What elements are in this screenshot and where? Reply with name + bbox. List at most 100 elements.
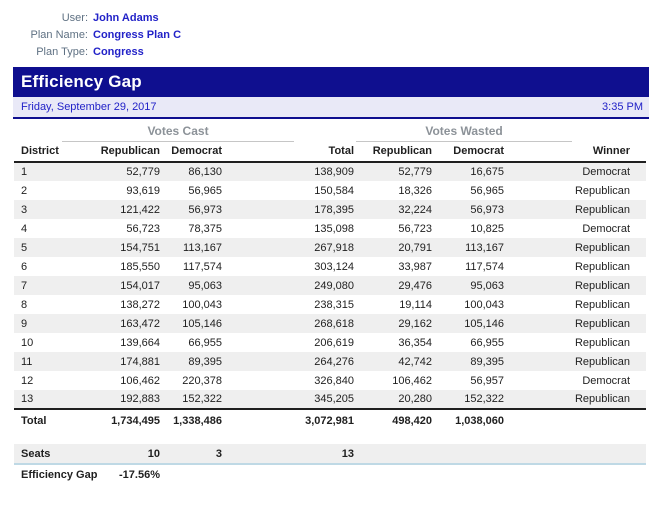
cell-votes-cast-republican: 52,779 (126, 166, 160, 178)
district-row: 8 138,272 100,043 238,315 19,114 100,043 Repub… (14, 295, 646, 314)
cell-votes-wasted-republican: 20,791 (398, 241, 433, 254)
cell-votes-cast-democrat: 56,965 (188, 184, 222, 197)
cell-votes-total: 150,584 (314, 184, 355, 197)
plan-name-label: Plan Name: (30, 29, 88, 41)
district-row: 2 93,619 56,965 150,584 18,326 56,965 Republic… (14, 181, 646, 200)
column-header-row: District Republican Democrat Total Repub… (14, 141, 647, 163)
report-date: Friday, September 29, 2017 (21, 101, 157, 113)
efficiency-gap-table: Votes Cast Votes Wasted District Republi… (14, 121, 647, 431)
seats-republican: 10 (62, 444, 162, 465)
cell-district: 11 (21, 355, 33, 368)
district-row: 1 52,779 86,130 138,909 52,779 16,675 Democrat (14, 162, 647, 181)
cell-district: 1 (21, 166, 28, 178)
cell-spacer (506, 219, 572, 238)
cell-votes-cast-democrat: 89,395 (188, 355, 222, 368)
group-spacer (572, 121, 646, 141)
cell-district: 6 (21, 260, 28, 273)
cell-votes-cast-democrat: 86,130 (188, 166, 222, 178)
votes-wasted-group-header: Votes Wasted (356, 121, 573, 142)
cell-spacer (506, 181, 572, 200)
cell-votes-wasted-republican: 29,162 (398, 317, 433, 330)
votes-cast-group-header: Votes Cast (62, 121, 295, 142)
cell-votes-cast-democrat: 100,043 (182, 298, 222, 311)
cell-votes-total: 238,315 (314, 298, 355, 311)
cell-votes-wasted-republican: 19,114 (399, 298, 433, 311)
cell-spacer (224, 181, 294, 200)
total-cast-democrat: 1,338,486 (162, 408, 224, 431)
plan-type-value: Congress (93, 46, 144, 58)
cell-votes-total: 267,918 (314, 241, 355, 254)
total-cast-republican: 1,734,495 (62, 408, 162, 431)
cell-spacer (506, 257, 572, 276)
cell-votes-cast-republican: 56,723 (126, 222, 160, 235)
cell-votes-cast-democrat: 117,574 (183, 260, 222, 273)
cell-district: 2 (21, 184, 28, 197)
report-time: 3:35 PM (602, 101, 643, 113)
district-row: 5 154,751 113,167 267,918 20,791 113,167 Repub… (14, 238, 647, 257)
cell-votes-wasted-democrat: 152,322 (464, 393, 505, 405)
cell-winner: Republican (574, 260, 631, 273)
cell-district: 3 (21, 203, 28, 216)
cell-spacer (506, 352, 572, 371)
cell-votes-total: 326,840 (314, 374, 355, 387)
cell-votes-wasted-democrat: 95,063 (470, 279, 505, 292)
cell-winner: Republican (574, 203, 631, 216)
cell-votes-wasted-republican: 29,476 (398, 279, 433, 292)
cell-votes-cast-democrat: 56,973 (188, 203, 222, 216)
district-row: 3 121,422 56,973 178,395 32,224 56,973 Republi… (14, 200, 647, 219)
cell-votes-wasted-democrat: 56,973 (470, 203, 505, 216)
cell-votes-cast-democrat: 152,322 (182, 393, 222, 405)
cell-spacer (506, 295, 572, 314)
cell-district: 12 (21, 374, 34, 387)
cell-district: 4 (21, 222, 28, 235)
cast-democrat-column-header: Democrat (162, 141, 224, 163)
cell-spacer (224, 390, 294, 409)
header-spacer (224, 141, 295, 163)
cell-spacer (356, 444, 434, 465)
cell-spacer (224, 352, 294, 371)
cell-spacer (224, 200, 294, 219)
cell-votes-cast-republican: 154,017 (120, 279, 160, 292)
cell-votes-wasted-democrat: 105,146 (464, 317, 505, 330)
seats-row: Seats 10 3 13 (14, 444, 646, 465)
total-wasted-republican: 498,420 (356, 408, 435, 431)
group-spacer (14, 121, 62, 141)
total-winner (572, 408, 647, 431)
cell-votes-cast-democrat: 105,146 (182, 317, 222, 330)
total-votes: 3,072,981 (294, 408, 357, 431)
cast-republican-column-header: Republican (62, 141, 162, 163)
cell-spacer (434, 444, 506, 465)
cell-winner: Republican (574, 355, 631, 368)
cell-district: 7 (21, 279, 28, 292)
cell-district: 10 (21, 336, 34, 349)
cell-votes-total: 135,098 (314, 222, 355, 235)
district-row: 13 192,883 152,322 345,205 20,280 152,322 Repu… (14, 390, 647, 409)
cell-spacer (224, 408, 295, 431)
cell-votes-cast-republican: 163,472 (120, 317, 160, 330)
cell-votes-wasted-democrat: 56,957 (470, 374, 505, 387)
cell-votes-wasted-democrat: 66,955 (470, 336, 505, 349)
report-date-bar: Friday, September 29, 2017 3:35 PM (13, 97, 649, 119)
cell-votes-wasted-democrat: 16,675 (470, 166, 505, 178)
plan-name-value: Congress Plan C (93, 29, 182, 41)
cell-votes-cast-republican: 154,751 (120, 241, 160, 254)
cell-votes-total: 206,619 (314, 336, 355, 349)
cell-spacer (506, 276, 572, 295)
cell-spacer (224, 276, 294, 295)
cell-votes-wasted-republican: 42,742 (398, 355, 433, 368)
table-body: 1 52,779 86,130 138,909 52,779 16,675 Democrat… (14, 162, 647, 409)
efficiency-gap-row: Efficiency Gap -17.56% (14, 464, 646, 485)
wasted-democrat-column-header: Democrat (434, 141, 507, 163)
cell-votes-wasted-republican: 56,723 (398, 222, 433, 235)
cell-votes-wasted-democrat: 89,395 (470, 355, 505, 368)
cell-votes-total: 138,909 (314, 166, 355, 178)
summary-table: Seats 10 3 13 Efficiency Gap -17.56% (14, 444, 646, 485)
cell-votes-total: 303,124 (314, 260, 355, 273)
report-title: Efficiency Gap (21, 72, 142, 91)
total-wasted-democrat: 1,038,060 (434, 408, 507, 431)
cell-votes-cast-republican: 138,272 (120, 298, 160, 311)
cell-winner: Republican (574, 241, 631, 254)
cell-votes-total: 264,276 (314, 355, 355, 368)
district-row: 6 185,550 117,574 303,124 33,987 117,574 Repub… (14, 257, 646, 276)
